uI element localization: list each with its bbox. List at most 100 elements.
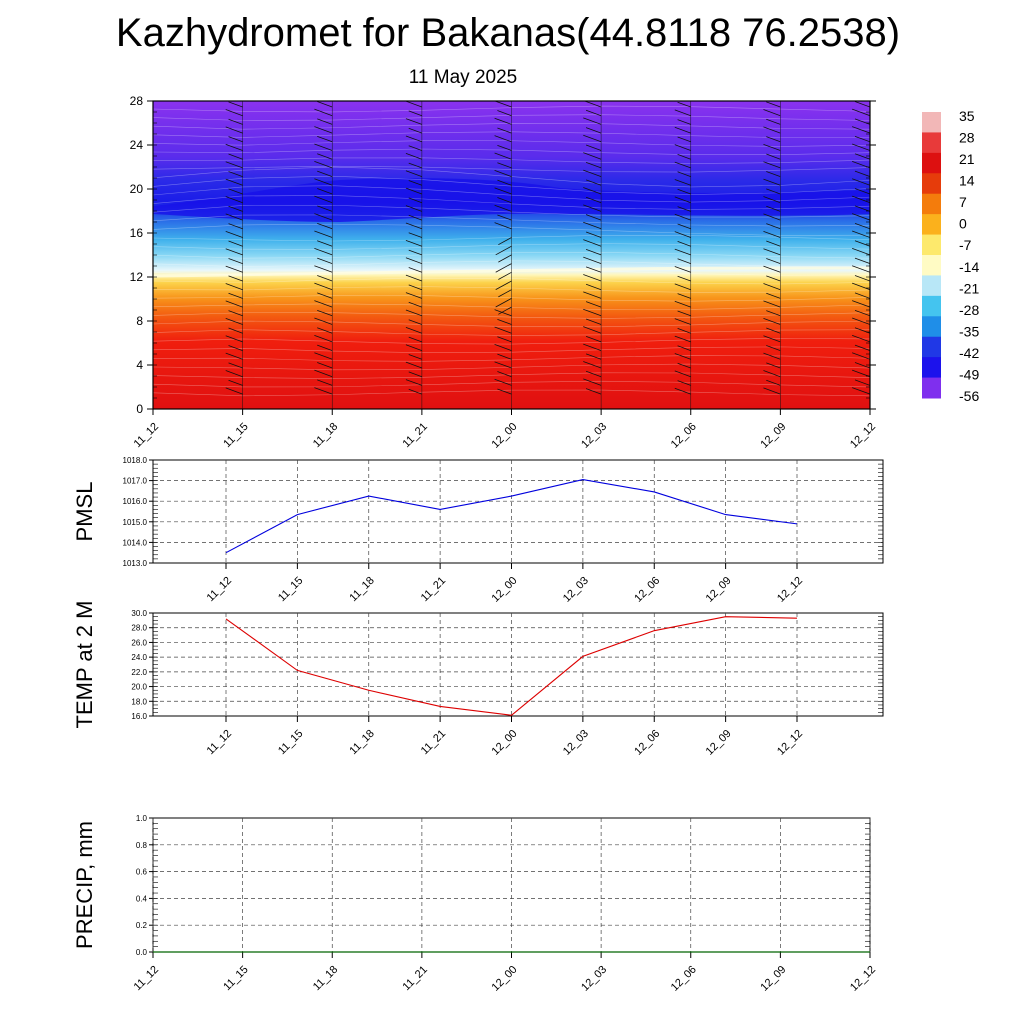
colorbar-swatch	[922, 153, 941, 174]
colorbar-swatch	[922, 194, 941, 215]
wind-barb	[140, 207, 153, 212]
x-tick-label: 12_06	[632, 728, 662, 758]
y-tick-label: 16	[130, 226, 144, 240]
wind-barb	[140, 154, 153, 159]
panel-frame	[153, 613, 883, 716]
x-tick-label: 11_15	[276, 728, 306, 758]
y-tick-label: 22.0	[131, 668, 147, 677]
wind-barb	[140, 381, 153, 386]
x-tick-label: 12_06	[632, 575, 662, 605]
x-tick-label: 12_03	[579, 964, 609, 994]
x-tick-label: 12_03	[561, 728, 591, 758]
colorbar-swatch	[922, 296, 941, 317]
wind-barb	[140, 241, 153, 246]
x-tick-label: 11_21	[400, 964, 430, 994]
x-tick-label: 12_12	[848, 421, 878, 451]
wind-barb	[140, 120, 153, 125]
y-tick-label: 30.0	[131, 609, 147, 618]
colorbar-swatch	[922, 112, 941, 133]
wind-barb	[137, 127, 153, 133]
page-subtitle: 11 May 2025	[409, 67, 517, 88]
y-tick-label: 1018.0	[123, 456, 148, 465]
x-tick-label: 12_09	[758, 421, 788, 451]
y-tick-label: 0.4	[136, 894, 148, 903]
y-tick-label: 28	[130, 94, 144, 108]
colorbar-label: 28	[959, 130, 975, 146]
colorbar-swatch	[922, 255, 941, 276]
y-tick-label: 20.0	[131, 683, 147, 692]
y-tick-label: 24.0	[131, 653, 147, 662]
x-tick-label: 12_09	[704, 575, 734, 605]
y-tick-label: 0	[136, 402, 143, 416]
colorbar-label: 21	[959, 151, 975, 167]
x-tick-label: 12_12	[775, 575, 805, 605]
colorbar-label: -49	[959, 366, 979, 382]
y-tick-label: 18.0	[131, 697, 147, 706]
x-tick-label: 11_18	[311, 964, 341, 994]
y-tick-label: 26.0	[131, 638, 147, 647]
colorbar-swatch	[922, 378, 941, 399]
wind-barb	[137, 336, 153, 342]
x-tick-label: 11_12	[205, 575, 235, 605]
colorbar-swatch	[922, 214, 941, 235]
y-tick-label: 16.0	[131, 712, 147, 721]
wind-barb	[137, 249, 153, 255]
x-tick-label: 11_21	[419, 728, 449, 758]
y-tick-label: 1.0	[136, 814, 148, 823]
y-tick-label: 24	[130, 138, 144, 152]
wind-barb	[140, 346, 153, 351]
x-tick-label: 12_12	[848, 964, 878, 994]
colorbar-swatch	[922, 316, 941, 337]
x-tick-label: 11_15	[276, 575, 306, 605]
x-tick-label: 11_12	[132, 964, 162, 994]
wind-barb	[137, 197, 153, 203]
panel-frame	[153, 460, 883, 563]
colorbar-swatch	[922, 235, 941, 256]
x-tick-label: 11_15	[221, 421, 251, 451]
y-axis-title: PMSL	[72, 482, 97, 542]
colorbar-swatch	[922, 275, 941, 296]
x-tick-label: 12_12	[775, 728, 805, 758]
wind-barb	[140, 294, 153, 299]
y-tick-label: 0.0	[136, 948, 148, 957]
page-title: Kazhydromet for Bakanas(44.8118 76.2538)	[116, 11, 900, 55]
x-tick-label: 12_06	[669, 964, 699, 994]
y-tick-label: 1017.0	[123, 477, 148, 486]
colorbar-label: -28	[959, 302, 979, 318]
wind-barb	[137, 388, 153, 394]
x-tick-label: 11_21	[400, 421, 430, 451]
x-tick-label: 12_03	[579, 421, 609, 451]
wind-barb	[137, 110, 153, 116]
colorbar-label: 14	[959, 173, 975, 189]
x-tick-label: 11_12	[205, 728, 235, 758]
x-tick-label: 11_15	[221, 964, 251, 994]
y-tick-label: 0.6	[136, 868, 148, 877]
y-axis-title: PRECIP, mm	[72, 821, 97, 949]
x-tick-label: 11_21	[419, 575, 449, 605]
wind-barb	[140, 259, 153, 264]
y-tick-label: 0.8	[136, 841, 148, 850]
colorbar-label: -35	[959, 323, 979, 339]
colorbar-label: -21	[959, 280, 979, 296]
colorbar-label: -7	[959, 237, 972, 253]
wind-barb	[137, 301, 153, 307]
pmsl-panel: 1013.01014.01015.01016.01017.01018.011_1…	[72, 456, 883, 605]
colorbar-label: -42	[959, 345, 979, 361]
x-tick-label: 11_18	[347, 575, 377, 605]
wind-barb	[137, 162, 153, 168]
x-tick-label: 12_03	[561, 575, 591, 605]
wind-barb	[137, 284, 153, 290]
wind-barb	[140, 172, 153, 177]
x-tick-label: 12_09	[758, 964, 788, 994]
colorbar-swatch	[922, 173, 941, 194]
y-tick-label: 12	[130, 270, 144, 284]
colorbar-label: -56	[959, 388, 979, 404]
y-tick-label: 4	[136, 358, 143, 372]
x-tick-label: 11_12	[132, 421, 162, 451]
x-tick-label: 12_09	[704, 728, 734, 758]
colorbar-label: -14	[959, 259, 979, 275]
